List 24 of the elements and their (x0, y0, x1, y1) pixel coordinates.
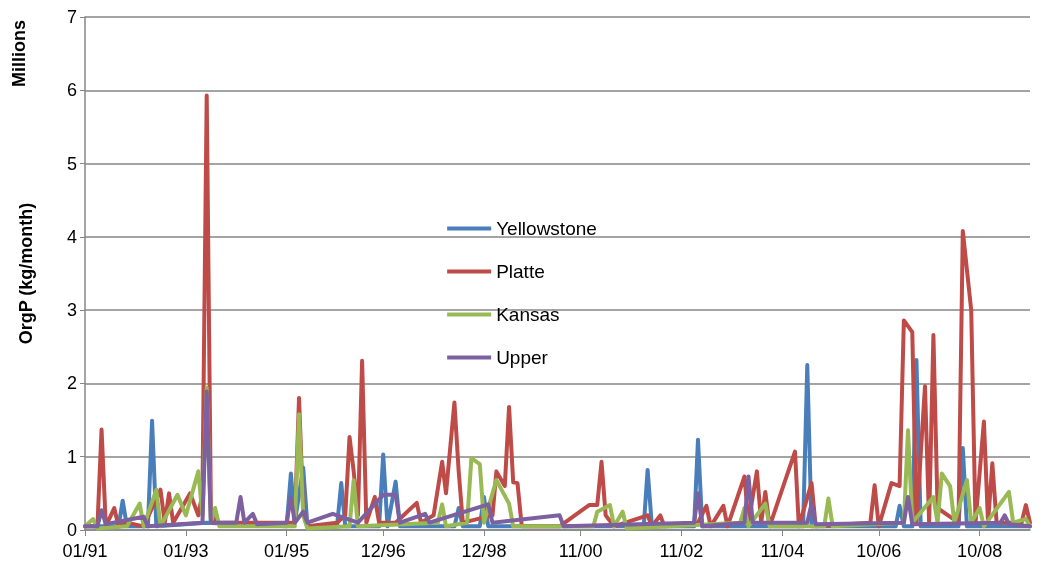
y-tick-label: 5 (66, 153, 77, 174)
legend-label: Yellowstone (496, 218, 597, 239)
x-tick-label: 11/04 (760, 541, 805, 561)
x-tick-label: 01/93 (163, 541, 209, 561)
y-tick-label: 1 (66, 446, 77, 467)
x-tick-label: 01/95 (264, 541, 310, 561)
x-tick-label: 10/08 (957, 541, 1003, 561)
y-tick-label: 7 (66, 7, 77, 27)
y-tick-label: 6 (66, 80, 77, 101)
x-tick-label: 12/98 (461, 541, 507, 561)
legend-label: Platte (496, 261, 545, 282)
x-tick-label: 11/02 (659, 541, 704, 561)
y-tick-label: 0 (66, 520, 77, 540)
y-axis-title: OrgP (kg/month) (16, 202, 36, 345)
y-tick-label: 4 (66, 226, 77, 247)
legend-label: Upper (496, 347, 549, 368)
y-tick-label: 3 (66, 300, 77, 321)
x-tick-label: 11/00 (558, 541, 603, 561)
y-tick-label: 2 (66, 373, 77, 394)
text: Millions (9, 20, 29, 87)
x-tick-label: 12/96 (360, 541, 406, 561)
legend-label: Kansas (496, 304, 560, 325)
x-tick-label: 01/91 (62, 541, 108, 561)
x-tick-label: 10/06 (856, 541, 902, 561)
